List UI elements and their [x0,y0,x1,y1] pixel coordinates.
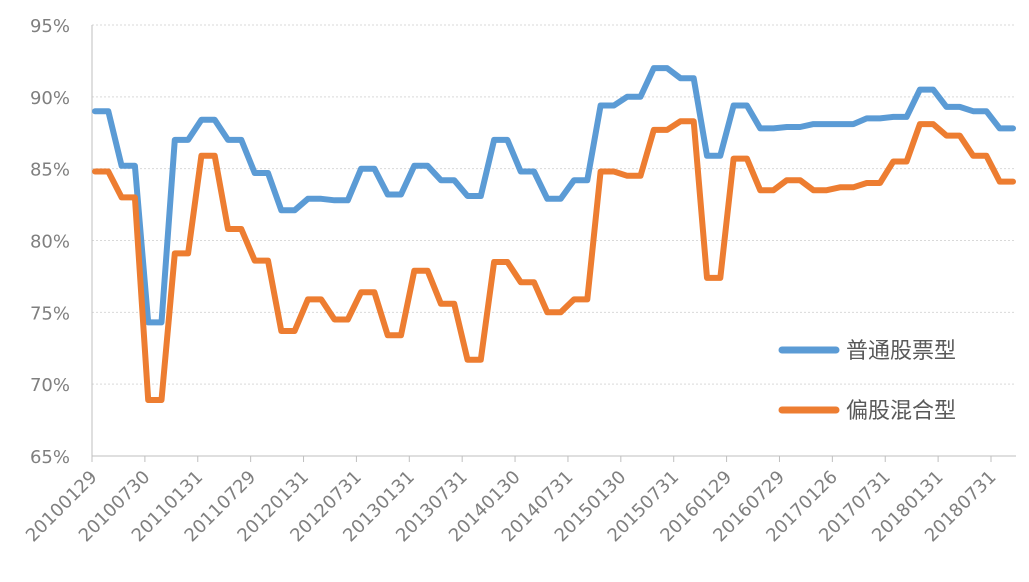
series-line-1 [92,118,1016,403]
gridlines [92,24,1016,385]
legend-item-0: 普通股票型 [778,339,956,364]
legend-label-1: 偏股混合型 [846,399,956,424]
y-tick-label: 90% [30,88,70,109]
y-axis-ticks: 95% 90% 85% 80% 75% 70% 65% [30,16,70,468]
legend-item-1: 偏股混合型 [778,399,956,424]
axes [91,25,1016,457]
y-tick-label: 85% [30,160,70,181]
y-tick-label: 70% [30,375,70,396]
y-tick-label: 95% [30,16,70,37]
y-tick-label: 80% [30,232,70,253]
y-tick-label: 65% [30,447,70,468]
x-axis-ticks: 2010012920100730201101312011072920120131… [22,456,1001,546]
legend-label-0: 普通股票型 [846,339,956,364]
y-tick-label: 75% [30,303,70,324]
legend: 普通股票型 偏股混合型 [778,339,956,424]
series-line-0 [92,65,1016,326]
series-lines [92,65,1016,403]
